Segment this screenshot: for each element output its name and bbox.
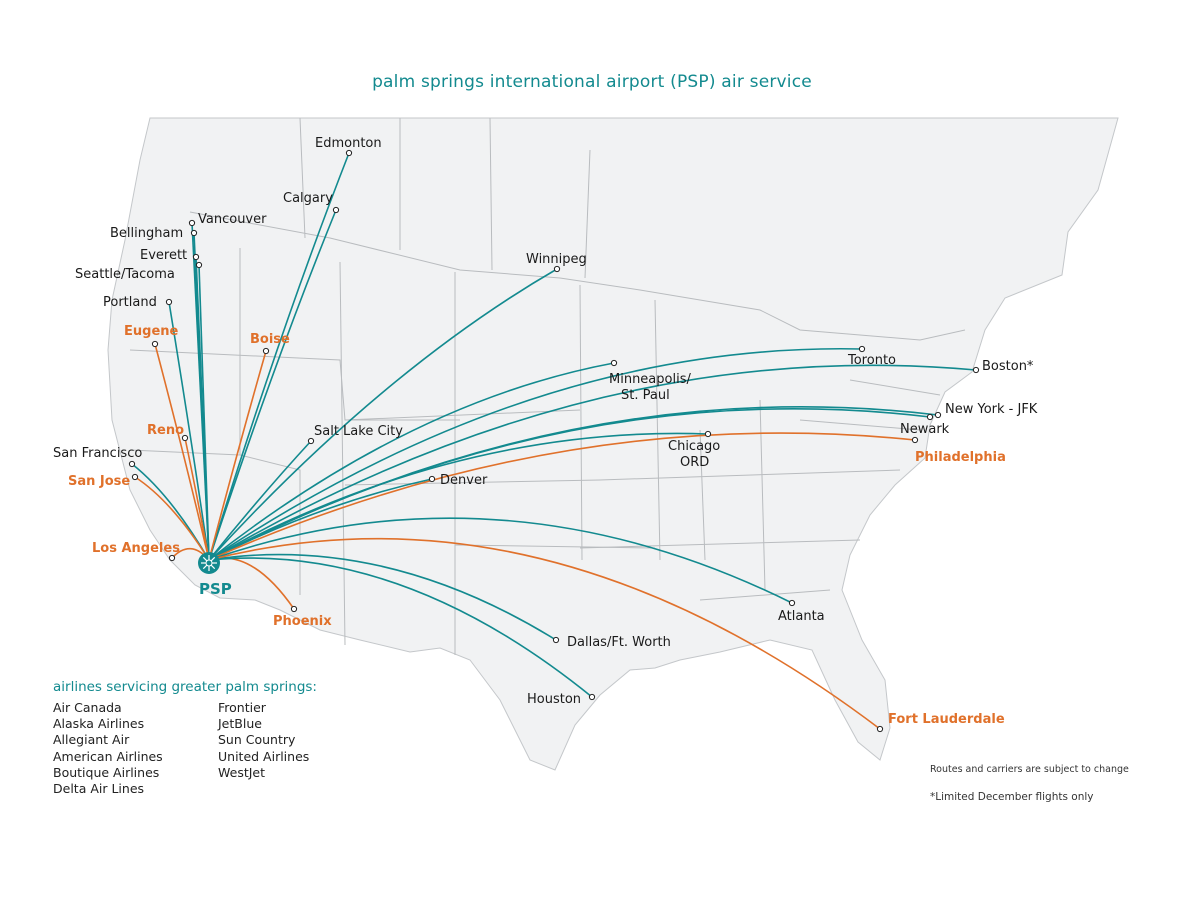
city-dot	[190, 229, 198, 237]
city-dot	[788, 599, 796, 607]
route-line	[208, 347, 863, 561]
airline-item: Allegiant Air	[53, 732, 130, 748]
route-line	[208, 557, 593, 698]
hub-label: PSP	[199, 580, 232, 598]
route-line	[208, 432, 916, 561]
city-dot	[165, 298, 173, 306]
route-line	[208, 408, 931, 561]
city-label: San Francisco	[53, 446, 142, 461]
city-dot	[704, 430, 712, 438]
map-title: palm springs international airport (PSP)…	[372, 72, 812, 92]
route-line	[208, 517, 793, 604]
city-dot	[610, 359, 618, 367]
city-dot	[926, 413, 934, 421]
city-label: Edmonton	[315, 136, 382, 151]
political-borders	[129, 117, 966, 655]
city-label: Newark	[900, 422, 950, 437]
city-label: Phoenix	[273, 614, 332, 629]
city-label: Chicago ORD	[668, 439, 720, 470]
flight-routes	[131, 152, 977, 730]
city-label: Portland	[103, 295, 157, 310]
city-dot	[195, 261, 203, 269]
city-dot	[345, 149, 353, 157]
city-dot	[262, 347, 270, 355]
city-label: Minneapolis/St. Paul	[609, 372, 691, 403]
route-line	[208, 152, 350, 561]
city-markers: Edmonton Calgary Vancouver Bellingham Everet…	[53, 136, 1038, 733]
city-dot	[588, 693, 596, 701]
city-label: Boise	[250, 332, 290, 347]
route-line	[198, 264, 210, 561]
city-label: San Jose	[68, 474, 130, 489]
city-label: Seattle/Tacoma	[75, 267, 175, 282]
hub-marker: PSP	[198, 552, 232, 598]
city-label: Vancouver	[198, 212, 267, 227]
city-dot	[181, 434, 189, 442]
boston-footnote: *Limited December flights only	[930, 791, 1094, 803]
city-label: Los Angeles	[92, 541, 180, 556]
city-label: Bellingham	[110, 226, 183, 241]
airline-item: American Airlines	[53, 748, 163, 764]
route-line	[208, 537, 881, 730]
city-label: Philadelphia	[915, 450, 1006, 465]
city-dot	[428, 475, 436, 483]
city-label: Reno	[147, 423, 184, 438]
city-label: Atlanta	[778, 609, 825, 624]
airline-item: Delta Air Lines	[53, 781, 145, 797]
airline-item: WestJet	[218, 764, 266, 780]
city-label: Dallas/Ft. Worth	[567, 635, 671, 650]
airline-item: JetBlue	[218, 716, 262, 732]
city-label: Toronto	[847, 353, 896, 368]
city-dot	[168, 554, 176, 562]
city-label: New York - JFK	[945, 402, 1038, 417]
city-dot	[151, 340, 159, 348]
city-label: Eugene	[124, 324, 179, 339]
city-dot	[290, 605, 298, 613]
route-line	[184, 437, 210, 561]
city-label: Everett	[140, 248, 187, 263]
city-label: Calgary	[283, 191, 333, 206]
route-line	[208, 362, 615, 561]
airline-item: Boutique Airlines	[53, 764, 160, 780]
routes-disclaimer: Routes and carriers are subject to chang…	[930, 764, 1129, 775]
city-dot	[307, 437, 315, 445]
city-label: Denver	[440, 473, 488, 488]
route-line	[208, 432, 709, 561]
city-dot	[332, 206, 340, 214]
route-line	[168, 301, 210, 561]
city-dot	[131, 473, 139, 481]
city-dot	[911, 436, 919, 444]
route-line	[208, 364, 977, 561]
route-line	[134, 476, 210, 561]
city-dot	[876, 725, 884, 733]
route-line	[208, 440, 312, 561]
airline-item: Air Canada	[53, 700, 122, 715]
city-label: Boston*	[982, 359, 1034, 374]
city-dot	[553, 265, 561, 273]
airline-item: Frontier	[218, 700, 266, 715]
city-dot	[552, 636, 560, 644]
city-dot	[972, 366, 980, 374]
city-label: Winnipeg	[526, 252, 587, 267]
route-line	[208, 350, 267, 561]
city-dot	[934, 411, 942, 419]
route-line	[154, 343, 210, 561]
airline-item: Alaska Airlines	[53, 716, 145, 732]
airlines-list-left: Air Canada Alaska Airlines Allegiant Air…	[53, 700, 163, 797]
airline-item: United Airlines	[218, 748, 310, 764]
route-line	[208, 268, 558, 561]
city-dot	[128, 460, 136, 468]
airline-item: Sun Country	[218, 732, 296, 748]
city-dot	[188, 219, 196, 227]
city-label: Houston	[527, 692, 581, 707]
city-label: Salt Lake City	[314, 424, 403, 439]
city-dot	[858, 345, 866, 353]
airlines-list-right: Frontier JetBlue Sun Country United Airl…	[218, 700, 309, 781]
route-line	[208, 209, 337, 561]
city-label: Fort Lauderdale	[888, 712, 1005, 727]
route-line	[208, 553, 557, 641]
city-dot	[192, 253, 200, 261]
airlines-heading: airlines servicing greater palm springs:	[53, 679, 317, 695]
